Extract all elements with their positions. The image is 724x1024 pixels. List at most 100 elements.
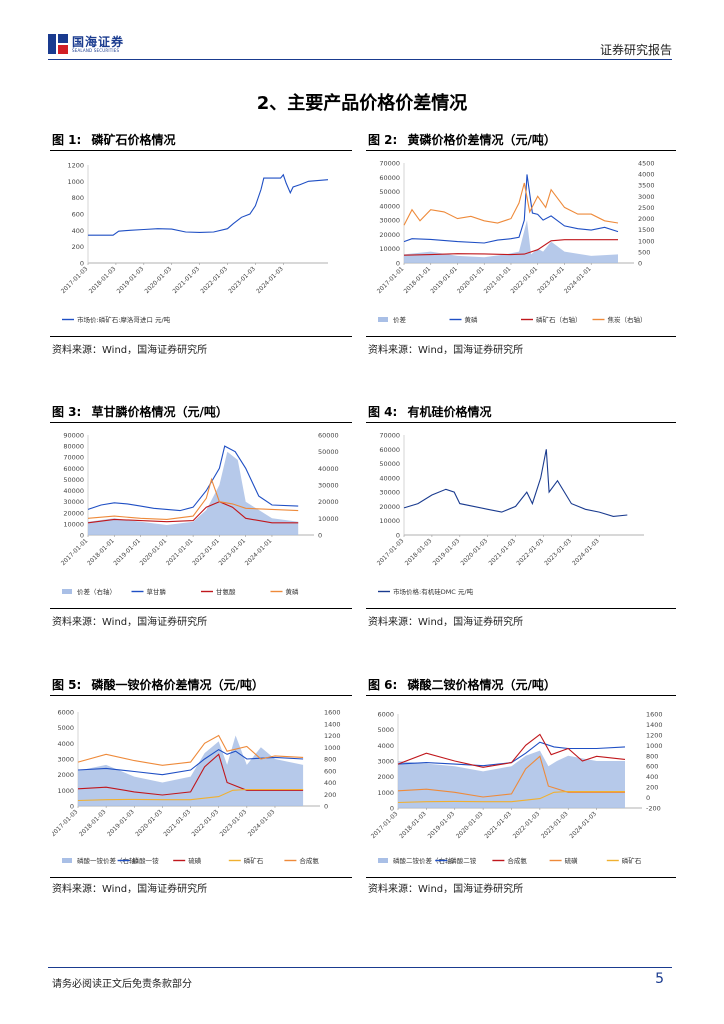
legend-label: 磷酸一铵价差（右轴） <box>77 856 142 865</box>
figure-3-label: 图 3: <box>52 405 82 419</box>
y-tick-label: 4000 <box>377 742 394 750</box>
y2-tick-label: 1600 <box>324 709 341 717</box>
y2-tick-label: 1500 <box>638 226 655 234</box>
x-tick-label: 2017-01-03 <box>52 808 80 838</box>
x-tick-label: 2021-01-03 <box>483 810 513 840</box>
x-tick-label: 2019-01-03 <box>116 265 146 295</box>
figure-5-top-rule <box>50 695 352 696</box>
legend-label: 甘氨酸 <box>216 587 236 596</box>
x-tick-label: 2019-01-01 <box>112 537 142 567</box>
figure-5-label: 图 5: <box>52 678 82 692</box>
x-tick-label: 2024-01-03 <box>255 265 285 295</box>
series-line-4 <box>77 734 304 766</box>
series-line-3 <box>397 755 625 798</box>
x-tick-label: 2019-01-01 <box>429 265 459 295</box>
figure-1-bottom-rule <box>50 336 352 337</box>
legend-label: 磷矿石 <box>244 856 264 865</box>
y2-tick-label: 400 <box>324 779 336 787</box>
y-tick-label: 6000 <box>57 709 74 717</box>
legend-label: 市场价格:有机硅DMC 元/吨 <box>393 587 474 596</box>
figure-6-top-rule <box>366 695 676 696</box>
footer-disclaimer: 请务必阅读正文后免责条款部分 <box>52 979 192 990</box>
y-tick-label: 20000 <box>63 509 84 517</box>
x-tick-label: 2021-01-01 <box>483 265 513 295</box>
x-tick-label: 2023-01-03 <box>540 810 570 840</box>
x-tick-label: 2024-01-03 <box>571 537 601 567</box>
figure-1-label: 图 1: <box>52 133 82 147</box>
legend-label: 合成氨 <box>507 856 527 865</box>
figure-5-caption: 磷酸一铵价格价差情况（元/吨） <box>91 678 264 692</box>
x-tick-label: 2018-01-03 <box>404 537 434 567</box>
series-line-3 <box>77 788 304 802</box>
y-tick-label: 1000 <box>377 789 394 797</box>
y-tick-label: 40000 <box>63 487 84 495</box>
legend-label: 焦炭（右轴） <box>608 315 647 324</box>
legend-label: 价差（右轴） <box>77 587 116 596</box>
y2-tick-label: 1400 <box>324 720 341 728</box>
y-tick-label: 20000 <box>379 503 400 511</box>
logo-mark-icon <box>48 34 68 54</box>
x-tick-label: 2023-01-03 <box>543 537 573 567</box>
figure-5-chart: 0 1000 2000 3000 4000 5000 6000 0 200 400 600 800 10… <box>52 698 350 874</box>
y2-tick-label: 1600 <box>646 711 663 719</box>
series-line-2 <box>77 753 304 796</box>
y2-tick-label: 2500 <box>638 204 655 212</box>
legend-label: 黄磷 <box>286 587 300 596</box>
series-area-0 <box>88 451 299 535</box>
y-tick-label: 70000 <box>379 432 400 440</box>
y-tick-label: 4000 <box>57 740 74 748</box>
y2-tick-label: 4000 <box>638 171 655 179</box>
y-tick-label: 60000 <box>379 174 400 182</box>
y2-tick-label: 500 <box>638 248 650 256</box>
x-tick-label: 2022-01-03 <box>199 265 229 295</box>
legend-label: 草甘膦 <box>147 587 167 596</box>
y-tick-label: 20000 <box>379 231 400 239</box>
series-line-0 <box>403 449 628 517</box>
figure-2-chart-svg: 0 10000 20000 30000 40000 50000 60000 70000 0 500… <box>376 160 655 325</box>
y2-tick-label: 400 <box>646 773 658 781</box>
series-area-0 <box>398 750 625 808</box>
x-tick-label: 2024-01-03 <box>568 810 598 840</box>
y-tick-label: 30000 <box>63 498 84 506</box>
y2-tick-label: 2000 <box>638 215 655 223</box>
y2-tick-label: 200 <box>646 784 658 792</box>
figure-6-bottom-rule <box>366 877 676 878</box>
figure-5-chart-svg: 0 1000 2000 3000 4000 5000 6000 0 200 400 600 800 10… <box>52 709 341 866</box>
figure-4-chart: 0 10000 20000 30000 40000 50000 60000 70000 2017… <box>368 425 674 605</box>
x-tick-label: 2020-01-01 <box>139 537 169 567</box>
figure-6-chart: 0 1000 2000 3000 4000 5000 6000 -200 0 200 400 600 8… <box>368 698 674 874</box>
figure-3-bottom-rule <box>50 608 352 609</box>
series-line-2 <box>87 501 299 524</box>
page-number: 5 <box>655 971 664 987</box>
y-tick-label: 40000 <box>379 474 400 482</box>
y-tick-label: 0 <box>80 532 84 540</box>
legend-label: 磷矿石（右轴） <box>536 315 582 324</box>
x-tick-label: 2020-01-01 <box>456 265 486 295</box>
x-tick-label: 2018-01-01 <box>86 537 116 567</box>
legend-label: 硫磺 <box>188 856 202 865</box>
figure-4-source: 资料来源：Wind，国海证券研究所 <box>368 617 524 628</box>
figure-3-title: 图 3: 草甘膦价格情况（元/吨） <box>52 403 228 420</box>
x-tick-label: 2017-01-01 <box>376 265 406 295</box>
figure-4-caption: 有机硅价格情况 <box>407 405 492 419</box>
y2-tick-label: 20000 <box>318 498 339 506</box>
y-tick-label: 0 <box>396 532 400 540</box>
y-tick-label: 600 <box>72 211 84 219</box>
x-tick-label: 2020-01-03 <box>144 265 174 295</box>
y-tick-label: 5000 <box>57 724 74 732</box>
figure-4-title: 图 4: 有机硅价格情况 <box>368 403 492 420</box>
series-area-0 <box>404 220 618 263</box>
y2-tick-label: 3500 <box>638 182 655 190</box>
figure-3-caption: 草甘膦价格情况（元/吨） <box>91 405 228 419</box>
legend-label: 硫磺 <box>565 856 579 865</box>
y2-tick-label: 40000 <box>318 465 339 473</box>
figure-3-chart-svg: 0 10000 20000 30000 40000 50000 60000 70000 8000… <box>60 432 339 597</box>
legend-label: 市场价:磷矿石:摩洛哥进口 元/吨 <box>77 315 171 324</box>
figure-1-top-rule <box>50 150 352 151</box>
series-line-2 <box>403 239 618 256</box>
y2-tick-label: 1000 <box>638 237 655 245</box>
logo-chinese-text: 国海证券 <box>72 34 125 49</box>
y2-tick-label: 800 <box>646 752 658 760</box>
y-tick-label: 50000 <box>63 476 84 484</box>
x-tick-label: 2017-01-03 <box>376 537 406 567</box>
